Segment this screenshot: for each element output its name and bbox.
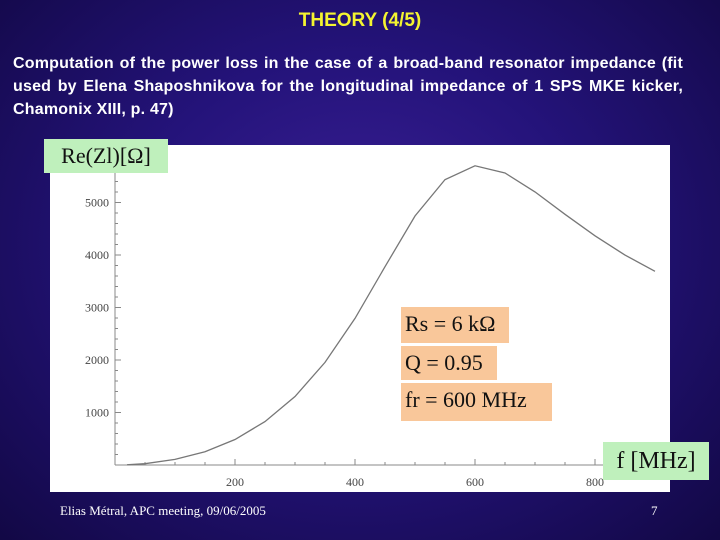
- param-fr: fr = 600 MHz: [401, 383, 552, 421]
- y-tick-label: 5000: [85, 196, 109, 210]
- impedance-chart: 1000 2000 3000 4000 5000 200 400 600 800: [50, 145, 670, 492]
- y-tick-label: 4000: [85, 248, 109, 262]
- param-q: Q = 0.95: [401, 346, 497, 380]
- impedance-curve: [126, 165, 656, 466]
- x-tick-label: 200: [226, 475, 244, 489]
- page-number: 7: [651, 503, 658, 518]
- x-tick-label: 800: [586, 475, 604, 489]
- slide-title: THEORY (4/5): [298, 10, 422, 31]
- param-rs: Rs = 6 kΩ: [401, 307, 509, 343]
- y-tick-label: 3000: [85, 301, 109, 315]
- y-tick-label: 2000: [85, 353, 109, 367]
- x-tick-label: 400: [346, 475, 364, 489]
- x-axis-label: f [MHz]: [603, 442, 709, 480]
- y-axis-label: Re(Zl)[Ω]: [44, 139, 168, 173]
- x-tick-label: 600: [466, 475, 484, 489]
- slide-subtitle: Computation of the power loss in the cas…: [13, 55, 683, 118]
- chart-area: 1000 2000 3000 4000 5000 200 400 600 800: [50, 145, 670, 492]
- y-tick-label: 1000: [85, 406, 109, 420]
- plot-background: [50, 145, 670, 492]
- footer-author: Elias Métral, APC meeting, 09/06/2005: [60, 503, 266, 518]
